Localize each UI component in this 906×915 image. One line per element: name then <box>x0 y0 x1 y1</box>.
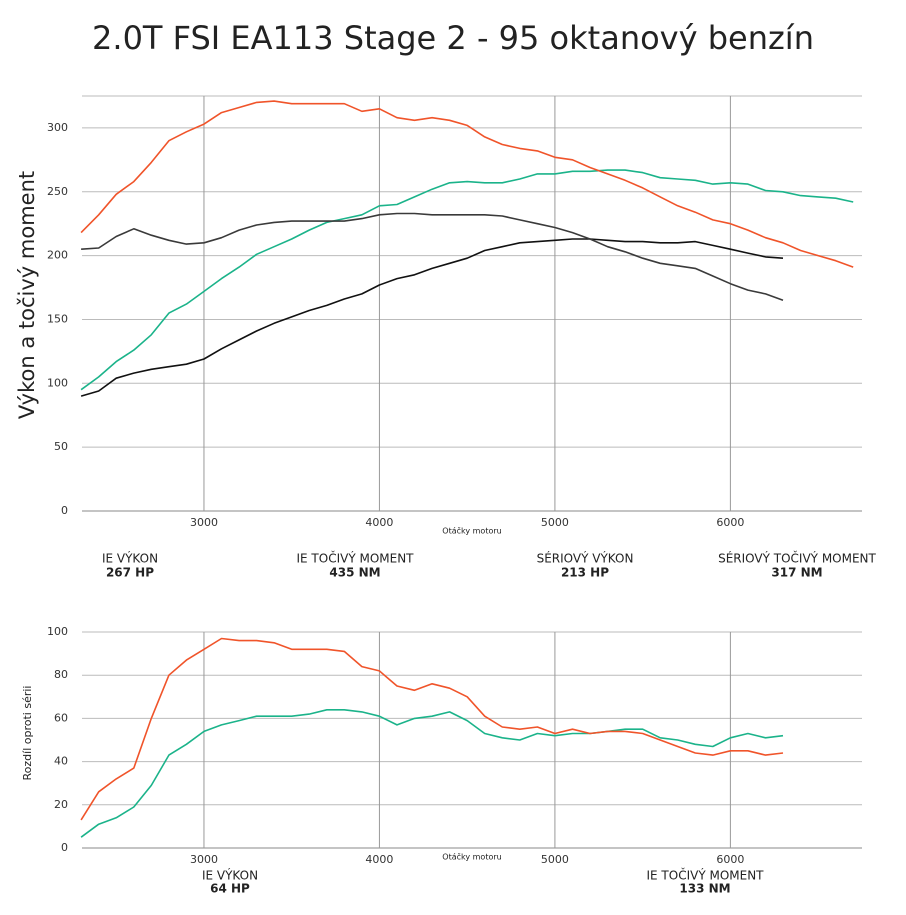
page-title: 2.0T FSI EA113 Stage 2 - 95 oktanový ben… <box>92 19 814 57</box>
y-axis-label: Výkon a točivý moment <box>15 171 39 419</box>
x-tick-label: 5000 <box>541 516 569 529</box>
series-line <box>80 238 784 397</box>
legend-value: 213 HP <box>561 566 609 580</box>
y-tick-label: 80 <box>54 668 68 681</box>
x-tick-label: 6000 <box>716 853 744 866</box>
series-line <box>80 637 784 821</box>
y-tick-label: 50 <box>54 440 68 453</box>
series-line <box>80 709 784 838</box>
x-tick-label: 6000 <box>716 516 744 529</box>
legend-name: IE TOČIVÝ MOMENT <box>646 868 764 883</box>
legend-name: IE VÝKON <box>102 551 158 566</box>
series-line <box>80 169 854 391</box>
y-tick-label: 0 <box>61 841 68 854</box>
x-tick-label: 3000 <box>190 853 218 866</box>
y-tick-label: 20 <box>54 798 68 811</box>
x-tick-label: 4000 <box>365 853 393 866</box>
y-axis-label: Rozdíl oproti sérii <box>21 686 34 781</box>
x-tick-label: 3000 <box>190 516 218 529</box>
legend-name: IE VÝKON <box>202 868 258 883</box>
y-tick-label: 100 <box>47 625 68 638</box>
y-tick-label: 150 <box>47 312 68 325</box>
x-axis-label: Otáčky motoru <box>442 526 501 536</box>
legend-value: 435 NM <box>329 566 380 580</box>
legend-value: 317 NM <box>771 566 822 580</box>
y-tick-label: 100 <box>47 376 68 389</box>
y-tick-label: 200 <box>47 249 68 262</box>
x-axis-label: Otáčky motoru <box>442 852 501 862</box>
x-tick-label: 5000 <box>541 853 569 866</box>
x-tick-label: 4000 <box>365 516 393 529</box>
y-tick-label: 0 <box>61 504 68 517</box>
legend-name: SÉRIOVÝ VÝKON <box>537 551 634 566</box>
y-tick-label: 40 <box>54 755 68 768</box>
y-tick-label: 250 <box>47 185 68 198</box>
series-line <box>80 100 854 268</box>
legend-name: IE TOČIVÝ MOMENT <box>296 551 414 566</box>
y-tick-label: 60 <box>54 711 68 724</box>
legend-value: 133 NM <box>679 882 730 896</box>
y-tick-label: 300 <box>47 121 68 134</box>
legend-value: 64 HP <box>210 882 250 896</box>
legend-value: 267 HP <box>106 566 154 580</box>
series-line <box>81 212 784 302</box>
legend-name: SÉRIOVÝ TOČIVÝ MOMENT <box>718 551 876 566</box>
